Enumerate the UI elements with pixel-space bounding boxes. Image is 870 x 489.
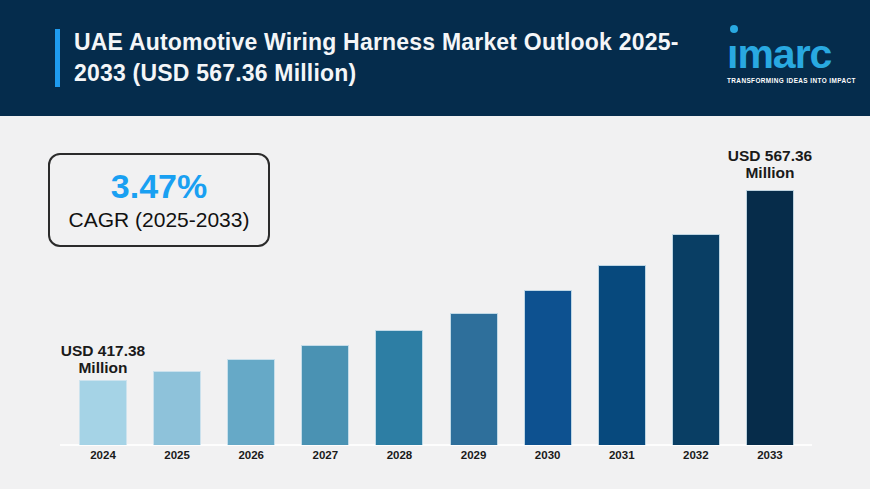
bar-2032 — [672, 234, 720, 445]
bar-2024 — [79, 380, 127, 445]
imarc-tagline: TRANSFORMING IDEAS INTO IMPACT — [727, 77, 845, 84]
bar-2030 — [524, 290, 572, 445]
bar-column-2031: 2031 — [598, 190, 646, 445]
title-block: UAE Automotive Wiring Harness Market Out… — [55, 27, 685, 89]
bar-2027 — [301, 345, 349, 445]
last-bar-value-label: USD 567.36 Million — [705, 147, 835, 181]
bar-column-2024: 2024 — [79, 190, 127, 445]
x-axis-label-2024: 2024 — [69, 449, 137, 461]
bar-column-2032: 2032 — [672, 190, 720, 445]
bar-2033 — [746, 190, 794, 445]
x-axis-label-2032: 2032 — [662, 449, 730, 461]
bar-column-2030: 2030 — [524, 190, 572, 445]
bar-column-2026: 2026 — [227, 190, 275, 445]
bar-column-2027: 2027 — [301, 190, 349, 445]
bar-2025 — [153, 371, 201, 445]
x-axis-label-2026: 2026 — [217, 449, 285, 461]
last-bar-value-line2: Million — [705, 164, 835, 181]
x-axis-label-2033: 2033 — [736, 449, 804, 461]
imarc-wordmark-text: ımarc — [727, 31, 831, 77]
bar-2028 — [375, 330, 423, 445]
x-axis-label-2030: 2030 — [514, 449, 582, 461]
x-axis-label-2027: 2027 — [291, 449, 359, 461]
header-band: UAE Automotive Wiring Harness Market Out… — [0, 0, 870, 116]
x-axis-label-2028: 2028 — [365, 449, 433, 461]
bar-column-2028: 2028 — [375, 190, 423, 445]
bar-column-2033: 2033 — [746, 190, 794, 445]
imarc-wordmark: ımarc — [727, 34, 845, 74]
bar-2026 — [227, 359, 275, 445]
bar-2031 — [598, 265, 646, 445]
infographic-page: UAE Automotive Wiring Harness Market Out… — [0, 0, 870, 489]
bar-column-2029: 2029 — [450, 190, 498, 445]
imarc-logo-dot-icon — [730, 25, 738, 33]
last-bar-value-line1: USD 567.36 — [705, 147, 835, 164]
x-axis-label-2025: 2025 — [143, 449, 211, 461]
imarc-logo: ımarc TRANSFORMING IDEAS INTO IMPACT — [727, 34, 845, 84]
bar-column-2025: 2025 — [153, 190, 201, 445]
page-title: UAE Automotive Wiring Harness Market Out… — [60, 27, 685, 89]
bar-2029 — [450, 313, 498, 445]
x-axis-label-2029: 2029 — [440, 449, 508, 461]
bar-chart: 2024 2025 2026 2027 2028 2029 2030 2031 2032 2033 — [79, 190, 794, 445]
x-axis-label-2031: 2031 — [588, 449, 656, 461]
